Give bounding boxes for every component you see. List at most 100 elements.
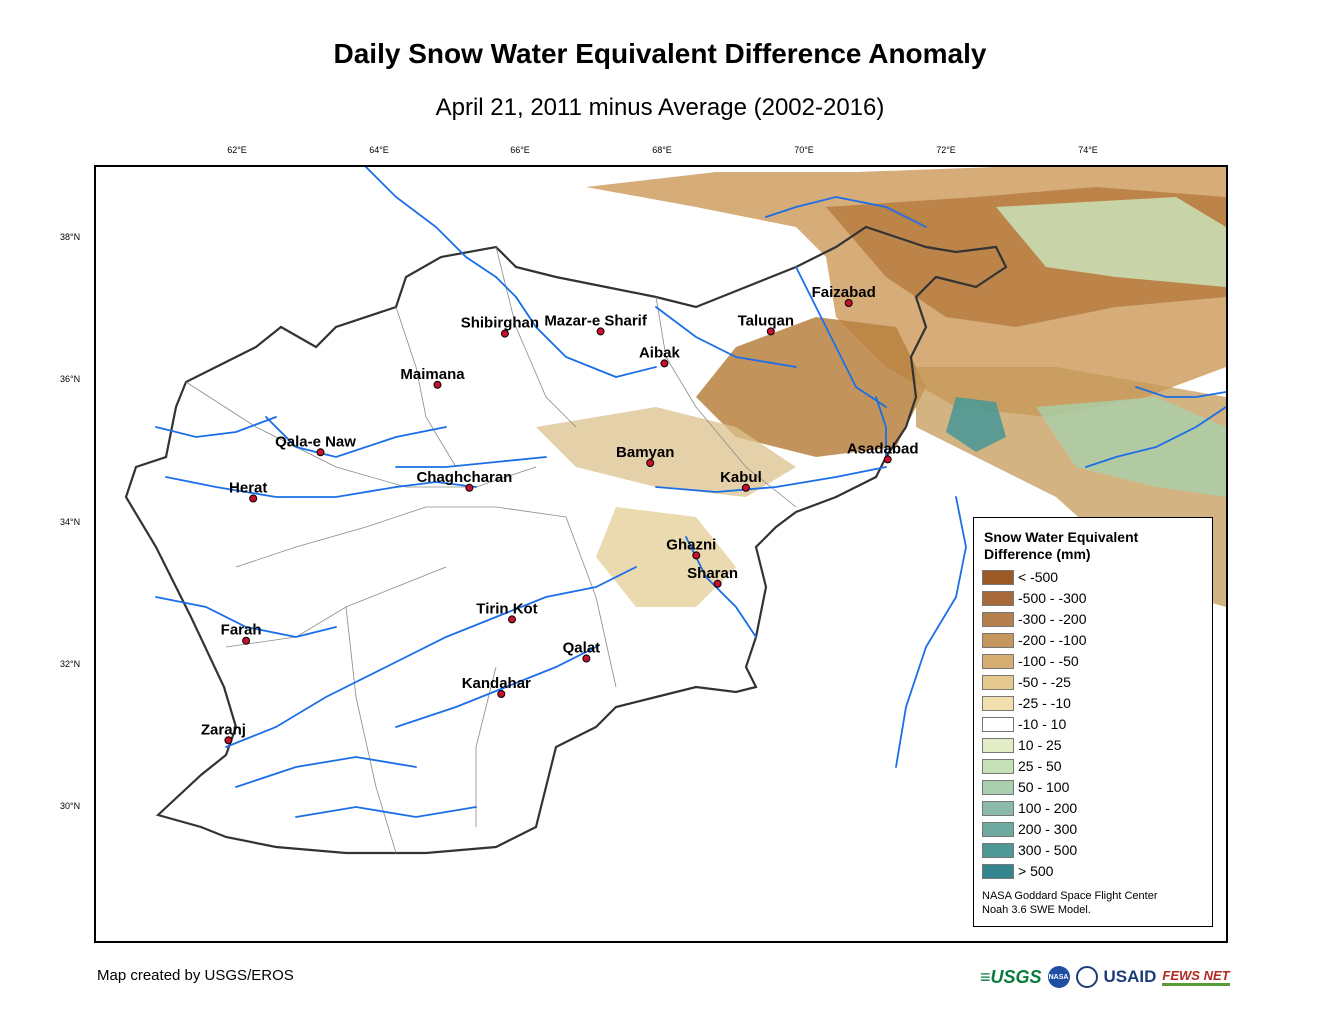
legend-item: -200 - -100: [982, 631, 1086, 649]
legend-label: -500 - -300: [1018, 590, 1087, 606]
river-helmand: [225, 566, 637, 748]
legend-label: 100 - 200: [1018, 800, 1078, 816]
river-northwest: [155, 416, 277, 438]
river-kokcha: [795, 266, 887, 408]
city-marker: [508, 615, 516, 624]
river-murghab: [265, 416, 447, 458]
city-label: Faizabad: [812, 284, 876, 301]
lon-tick-62: 62°E: [227, 145, 247, 155]
legend-credit-line1: NASA Goddard Space Flight Center: [982, 890, 1158, 902]
legend-swatch: [982, 842, 1014, 858]
city-label: Mazar-e Sharif: [544, 312, 648, 329]
city-label: Bamyan: [616, 444, 674, 461]
legend-item: > 500: [982, 862, 1053, 880]
lat-tick-36: 36°N: [60, 374, 81, 384]
legend-swatch: [982, 653, 1014, 669]
terrain-anomaly: [536, 167, 1226, 607]
river-south-1: [235, 756, 417, 788]
city-label: Chaghcharan: [416, 469, 512, 486]
legend: Snow Water Equivalent Difference (mm) < …: [973, 517, 1213, 927]
map-subtitle: April 21, 2011 minus Average (2002-2016): [435, 94, 885, 121]
river-south-2: [295, 806, 477, 818]
city-marker: [316, 448, 325, 457]
legend-swatch: [982, 611, 1014, 627]
legend-swatch: [982, 632, 1014, 648]
legend-swatch: [982, 779, 1014, 795]
city-label: Farah: [221, 622, 262, 639]
legend-label: -10 - 10: [1018, 716, 1067, 732]
map-canvas: Faizabad Taluqan Shibirghan Mazar-e Sharif A…: [124, 167, 1226, 855]
city-marker: [497, 690, 506, 698]
legend-item: 300 - 500: [982, 841, 1077, 859]
city-marker: [224, 736, 233, 745]
lat-tick-32: 32°N: [60, 659, 81, 669]
legend-item: -50 - -25: [982, 673, 1071, 691]
river-north-1: [495, 276, 657, 378]
terrain-ghazni: [596, 507, 736, 607]
legend-item: 50 - 100: [982, 778, 1069, 796]
river-tajik: [765, 196, 927, 228]
city-label: Tirin Kot: [476, 600, 537, 617]
legend-item: -500 - -300: [982, 589, 1086, 607]
legend-label: > 500: [1018, 863, 1054, 879]
river-indus-1: [1085, 406, 1226, 468]
legend-label: 300 - 500: [1018, 842, 1078, 858]
city-marker: [582, 654, 591, 663]
legend-label: 10 - 25: [1018, 737, 1062, 753]
city-marker: [433, 380, 442, 389]
city-label: Zaranj: [201, 721, 246, 738]
legend-swatch: [982, 737, 1014, 753]
legend-credit-line2: Noah 3.6 SWE Model.: [982, 904, 1091, 916]
lon-tick-70: 70°E: [794, 145, 814, 155]
city-marker: [741, 483, 750, 492]
river-indus-3: [1135, 386, 1226, 398]
usaid-seal-icon: [1075, 966, 1098, 988]
river-farah: [155, 596, 337, 638]
legend-title-line1: Snow Water Equivalent: [984, 529, 1139, 545]
lat-tick-30: 30°N: [60, 801, 81, 811]
legend-swatch: [982, 590, 1014, 606]
terrain-green-ne: [996, 197, 1226, 287]
legend-label: -50 - -25: [1018, 674, 1071, 690]
legend-label: -25 - -10: [1018, 695, 1071, 711]
city-label: Sharan: [687, 565, 738, 582]
city-marker: [242, 636, 251, 645]
fews-net-logo: FEWS NET: [1162, 968, 1230, 986]
city-label: Kandahar: [462, 675, 531, 692]
lon-tick-74: 74°E: [1078, 145, 1098, 155]
terrain-kashmir-green: [1036, 397, 1226, 497]
city-label: Taluqan: [738, 312, 794, 329]
city-marker: [465, 483, 474, 492]
river-harirud: [165, 476, 477, 498]
city-marker: [596, 327, 605, 336]
legend-swatch: [982, 800, 1014, 816]
legend-label: 50 - 100: [1018, 779, 1070, 795]
city-marker: [249, 494, 258, 503]
city-label: Maimana: [400, 366, 465, 383]
city-label: Aibak: [639, 344, 681, 361]
legend-title-line2: Difference (mm): [984, 546, 1091, 562]
legend-title: Snow Water Equivalent Difference (mm): [984, 529, 1138, 563]
legend-item: -10 - 10: [982, 715, 1066, 733]
legend-swatch: [982, 674, 1014, 690]
legend-swatch: [982, 569, 1014, 585]
river-kabul: [655, 466, 887, 493]
lon-tick-68: 68°E: [652, 145, 672, 155]
lon-tick-66: 66°E: [510, 145, 530, 155]
river-indus-2: [895, 496, 967, 768]
legend-label: -100 - -50: [1018, 653, 1079, 669]
legend-label: -200 - -100: [1018, 632, 1087, 648]
legend-label: 200 - 300: [1018, 821, 1078, 837]
river-amu-darya: [365, 167, 497, 278]
legend-swatch: [982, 758, 1014, 774]
legend-label: 25 - 50: [1018, 758, 1062, 774]
legend-label: < -500: [1018, 569, 1059, 585]
agency-logos: ≡USGS NASA USAID FEWS NET: [980, 966, 1230, 988]
river-kunar: [875, 396, 887, 458]
city-marker: [660, 359, 669, 368]
nasa-logo: NASA: [1047, 966, 1070, 988]
legend-credit: NASA Goddard Space Flight Center Noah 3.…: [982, 889, 1157, 917]
legend-swatch: [982, 821, 1014, 837]
legend-item: < -500: [982, 568, 1058, 586]
lat-tick-34: 34°N: [60, 517, 81, 527]
